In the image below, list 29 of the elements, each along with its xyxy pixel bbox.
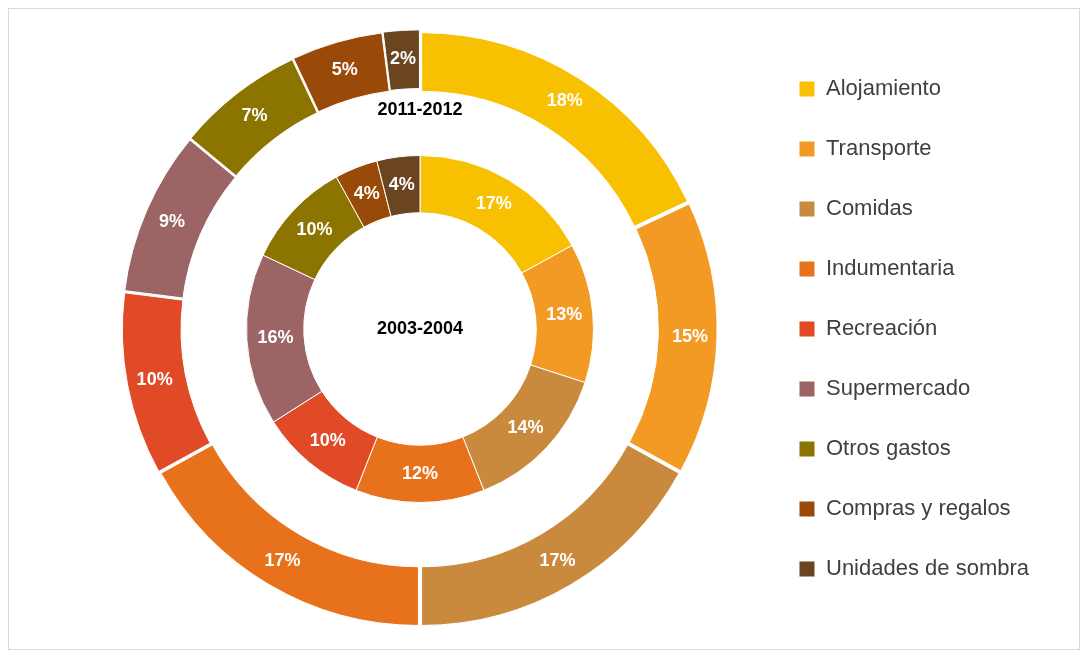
data-label: 4% [388,174,415,195]
data-label: 17% [475,193,512,214]
data-label: 4% [353,183,380,204]
data-label: 7% [241,104,268,125]
legend-label: Comidas [825,195,913,221]
data-label: 14% [507,417,544,438]
legend-label: Unidades de sombra [825,555,1030,581]
data-label: 17% [539,550,576,571]
data-label: 16% [257,327,294,348]
data-label: 2% [390,48,417,69]
legend-label: Supermercado [825,375,971,401]
data-label: 12% [401,462,438,483]
data-label: 13% [546,304,583,325]
legend-label: Otros gastos [825,435,951,461]
data-label: 5% [331,58,358,79]
data-label: 18% [546,89,583,110]
data-label: 10% [296,218,333,239]
data-label: 10% [136,368,173,389]
slice-label: 2003-2004 [376,317,464,338]
data-label: 10% [309,429,346,450]
legend-label: Alojamiento [825,75,941,101]
legend-label: Compras y regalos [825,495,1011,521]
slice-label: 2011-2012 [377,99,463,120]
legend-label: Recreación [825,315,938,341]
data-label: 15% [672,326,709,347]
legend-label: Transporte [825,135,932,161]
data-label: 9% [159,210,186,231]
legend-label: Indumentaria [825,255,956,281]
data-label: 17% [264,550,301,571]
